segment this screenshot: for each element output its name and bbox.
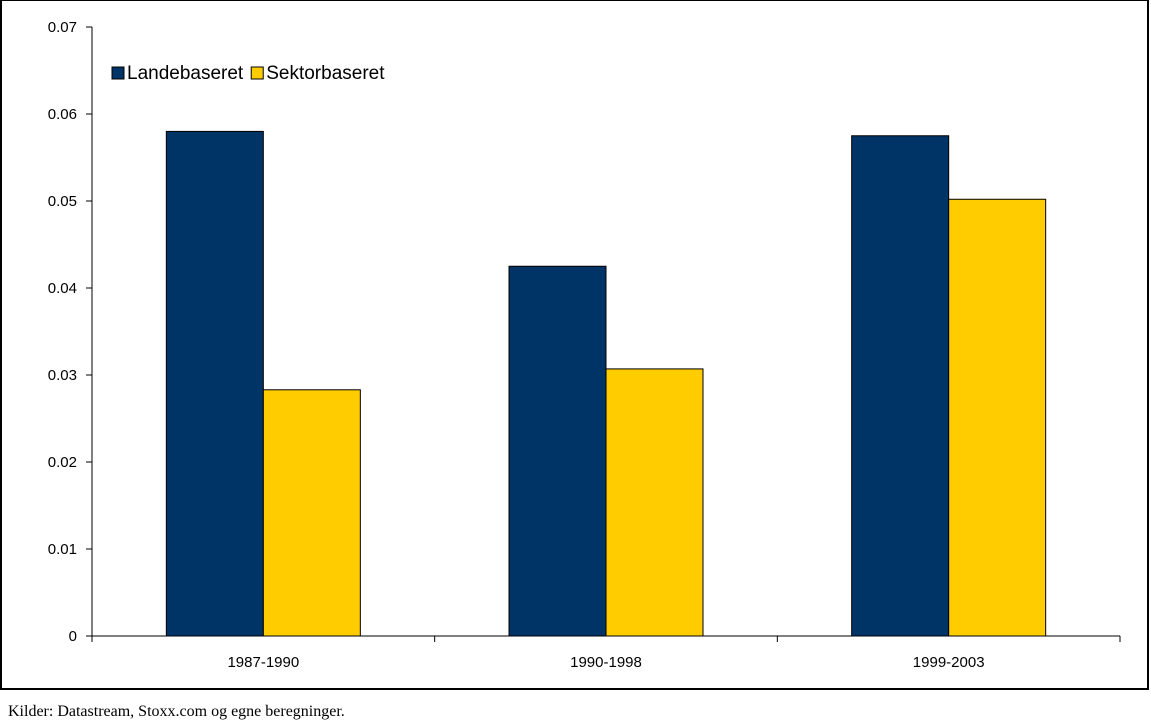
legend-label: Landebaseret [127, 63, 244, 84]
bar-chart: 0 0.01 0.02 0.03 0.04 0.05 0.06 0.07 1987-1990 19… [48, 19, 1121, 671]
x-tick-label: 1999-2003 [913, 654, 985, 671]
y-tick-label: 0.05 [48, 193, 77, 210]
legend-swatch [250, 66, 264, 80]
bar-landebaseret [851, 135, 950, 637]
bar-landebaseret [508, 265, 607, 637]
bar-landebaseret [165, 130, 264, 637]
x-tick-label: 1987-1990 [227, 654, 299, 671]
y-tick-label: 0.07 [48, 19, 77, 36]
bars [165, 130, 1047, 637]
tick-labels: 0 0.01 0.02 0.03 0.04 0.05 0.06 0.07 1987-1990 19… [48, 19, 985, 671]
y-tick-label: 0.06 [48, 106, 77, 123]
bar-sektorbaseret [605, 368, 704, 637]
y-tick-label: 0.02 [48, 454, 77, 471]
y-tick-label: 0.03 [48, 367, 77, 384]
y-tick-label: 0 [69, 628, 77, 645]
legend-label: Sektorbaseret [266, 63, 385, 84]
x-tick-label: 1990-1998 [570, 654, 642, 671]
y-tick-label: 0.01 [48, 541, 77, 558]
legend: Landebaseret Sektorbaseret [111, 63, 385, 84]
bar-sektorbaseret [262, 389, 361, 637]
bar-sektorbaseret [948, 198, 1047, 637]
source-note: Kilder: Datastream, Stoxx.com og egne be… [8, 703, 345, 720]
legend-swatch [111, 66, 125, 80]
y-tick-label: 0.04 [48, 280, 77, 297]
